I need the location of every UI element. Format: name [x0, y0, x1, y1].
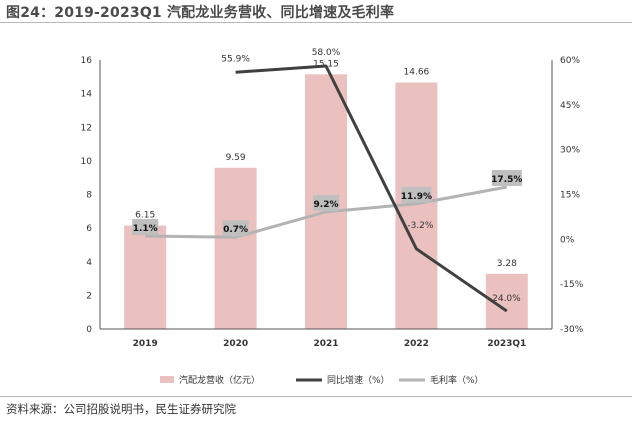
yoy-growth-data-label: -3.2%	[407, 221, 434, 231]
y-left-tick-label: 12	[81, 123, 92, 133]
legend-label-margin: 毛利率（%）	[430, 374, 484, 386]
x-tick-label: 2022	[404, 339, 429, 349]
x-tick-label: 2023Q1	[487, 339, 526, 349]
y-right-tick-label: 45%	[560, 101, 580, 111]
gross-margin-label-box	[222, 220, 249, 237]
legend-label-growth: 同比增速（%）	[327, 374, 390, 386]
revenue-bar	[124, 225, 167, 329]
y-right-tick-label: 60%	[560, 56, 580, 66]
gross-margin-data-label: 0.7%	[223, 225, 248, 235]
y-right-tick-label: 15%	[560, 191, 580, 201]
y-left-tick-label: 2	[86, 291, 92, 301]
yoy-growth-line	[235, 64, 508, 313]
legend-swatch-revenue	[160, 376, 174, 383]
y-right-tick-label: -15%	[560, 280, 584, 290]
page-title: 图24：2019-2023Q1 汽配龙业务营收、同比增速及毛利率	[6, 5, 395, 21]
y-left-tick-label: 0	[86, 325, 92, 335]
y-right-tick-label: 30%	[560, 146, 580, 156]
x-tick-label: 2020	[223, 339, 248, 349]
y-left-tick-label: 4	[86, 258, 92, 268]
footer-divider	[0, 396, 632, 397]
revenue-bar	[214, 167, 257, 329]
x-tick-label: 2019	[133, 339, 158, 349]
gross-margin-label-box	[491, 170, 522, 187]
gross-margin-label-box	[132, 219, 159, 236]
y-left-tick-label: 6	[86, 224, 92, 234]
revenue-data-label: 9.59	[226, 153, 246, 163]
chart: 0 2 4 6 8 10 12 14 16 -30% -15% 0% 15% 30% 45% 60% 6.15 9…	[81, 48, 584, 386]
y-left-tick-label: 14	[81, 90, 93, 100]
revenue-data-label: 14.66	[404, 68, 430, 78]
yoy-growth-data-label: -24.0%	[489, 294, 521, 304]
x-tick-label: 2021	[313, 339, 338, 349]
revenue-data-label: 15.15	[313, 59, 339, 69]
y-left-tick-label: 10	[81, 157, 93, 167]
gross-margin-data-label: 9.2%	[314, 200, 339, 210]
gross-margin-data-label: 17.5%	[491, 175, 522, 185]
yoy-growth-data-label: 58.0%	[312, 48, 341, 58]
y-right-tick-label: 0%	[560, 235, 575, 245]
gross-margin-line	[145, 185, 508, 239]
y-right-tick-label: -30%	[560, 325, 584, 335]
revenue-data-label: 6.15	[135, 211, 155, 221]
y-left-tick-label: 8	[86, 191, 92, 201]
gross-margin-label-box	[401, 186, 432, 203]
yoy-growth-data-label: 55.9%	[221, 54, 250, 64]
y-left-tick-label: 16	[81, 56, 93, 66]
gross-margin-label-box	[313, 194, 339, 211]
title-divider	[0, 22, 632, 23]
legend-label-revenue: 汽配龙营收（亿元）	[179, 374, 260, 386]
gross-margin-data-label: 1.1%	[133, 224, 158, 234]
source-note: 资料来源：公司招股说明书，民生证券研究院	[6, 402, 236, 416]
gross-margin-data-label: 11.9%	[401, 192, 432, 202]
revenue-data-label: 3.28	[497, 259, 517, 269]
